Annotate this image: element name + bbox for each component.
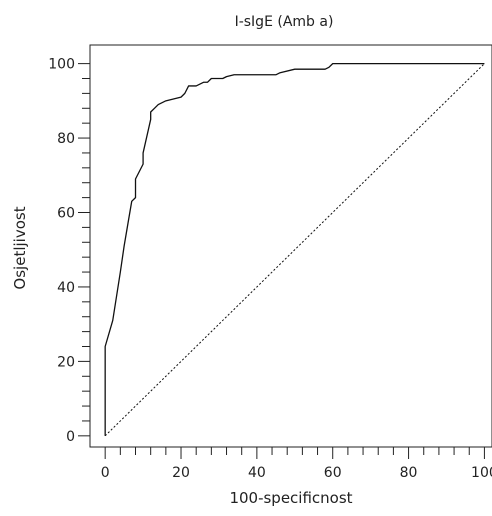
reference-diagonal-line xyxy=(104,63,485,437)
y-axis-label: Osjetljivost xyxy=(11,206,29,289)
x-axis-label: 100-specificnost xyxy=(229,489,352,507)
series-layer xyxy=(104,62,485,437)
y-tick-label: 20 xyxy=(57,354,75,370)
x-tick-label: 60 xyxy=(324,465,342,481)
y-tick-label: 100 xyxy=(48,57,75,73)
y-tick-label: 0 xyxy=(66,429,75,445)
tick-labels: 0 20 40 60 80 100 0 20 40 60 80 100 xyxy=(48,57,492,481)
chart-title: I-sIgE (Amb a) xyxy=(235,14,334,30)
ticks-layer xyxy=(78,63,485,459)
x-tick-label: 100 xyxy=(471,465,492,481)
x-tick-label: 80 xyxy=(400,465,418,481)
plot-frame xyxy=(89,44,492,448)
x-tick-label: 0 xyxy=(101,465,110,481)
y-tick-label: 40 xyxy=(57,280,75,296)
x-tick-label: 20 xyxy=(172,465,190,481)
x-tick-label: 40 xyxy=(248,465,266,481)
roc-curve-line xyxy=(104,62,485,436)
y-tick-label: 80 xyxy=(57,131,75,147)
y-tick-label: 60 xyxy=(57,206,75,222)
